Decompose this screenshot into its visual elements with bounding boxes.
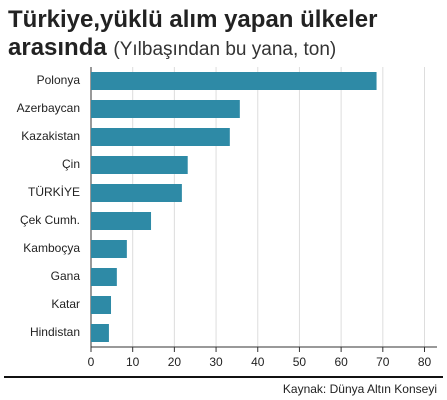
y-tick-label: Gana — [51, 269, 81, 283]
x-tick-label: 30 — [209, 355, 223, 369]
x-tick-label: 70 — [376, 355, 390, 369]
y-tick-label: Hindistan — [30, 325, 80, 339]
y-tick-label: Kamboçya — [23, 241, 80, 255]
bar — [91, 212, 152, 230]
chart-subtitle: (Yılbaşından bu yana, ton) — [113, 39, 337, 60]
x-tick-label: 0 — [88, 355, 95, 369]
y-tick-label: Çek Cumh. — [20, 213, 80, 227]
bar — [91, 100, 240, 118]
source: Kaynak: Dünya Altın Konseyi — [283, 382, 437, 396]
bar — [91, 184, 182, 202]
x-tick-label: 20 — [168, 355, 182, 369]
y-tick-label: TÜRKİYE — [28, 185, 80, 199]
y-tick-label: Çin — [62, 157, 80, 171]
x-tick-label: 80 — [418, 355, 432, 369]
y-tick-label: Azerbaycan — [17, 101, 80, 115]
bar — [91, 296, 112, 314]
x-tick-label: 10 — [126, 355, 140, 369]
y-tick-label: Polonya — [37, 73, 81, 87]
bar — [91, 72, 377, 90]
x-tick-label: 50 — [293, 355, 307, 369]
bar — [91, 268, 117, 286]
bar — [91, 128, 230, 146]
y-tick-label: Kazakistan — [21, 129, 80, 143]
y-tick-label: Katar — [51, 297, 80, 311]
bar — [91, 156, 188, 174]
header: Türkiye,yüklü alım yapan ülkeler arasınd… — [8, 6, 408, 64]
x-tick-label: 60 — [334, 355, 348, 369]
x-tick-label: 40 — [251, 355, 265, 369]
bar — [91, 324, 109, 342]
chart-title: Türkiye,yüklü alım yapan ülkeler arasınd… — [8, 6, 378, 61]
bar — [91, 240, 127, 258]
